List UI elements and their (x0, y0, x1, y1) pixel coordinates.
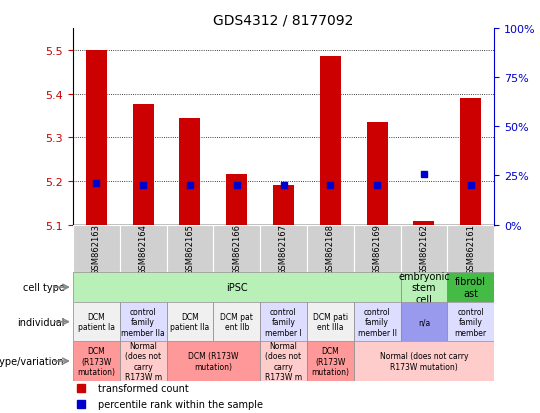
Text: embryonic
stem
cell: embryonic stem cell (398, 271, 450, 304)
Text: DCM
patient IIa: DCM patient IIa (170, 312, 210, 332)
Bar (307, 342, 354, 381)
Text: GSM862164: GSM862164 (139, 223, 147, 274)
Bar (226, 175, 247, 225)
Bar (307, 302, 354, 342)
Text: Normal
(does not
carry
R173W m: Normal (does not carry R173W m (265, 341, 302, 381)
Text: GSM862161: GSM862161 (466, 223, 475, 274)
Bar (260, 302, 307, 342)
Text: iPSC: iPSC (226, 282, 247, 292)
Text: GSM862162: GSM862162 (420, 223, 428, 274)
Bar (213, 225, 260, 273)
Bar (86, 51, 107, 225)
Bar (307, 225, 354, 273)
Bar (320, 57, 341, 225)
Bar (120, 302, 166, 342)
Text: DCM
(R173W
mutation): DCM (R173W mutation) (311, 347, 349, 376)
Bar (73, 302, 120, 342)
Text: individual: individual (17, 317, 64, 327)
Text: Normal (does not carry
R173W mutation): Normal (does not carry R173W mutation) (380, 351, 468, 371)
Text: transformed count: transformed count (98, 384, 189, 394)
Text: GSM862169: GSM862169 (373, 223, 382, 274)
Text: control
family
member I: control family member I (265, 307, 302, 337)
Text: GSM862165: GSM862165 (185, 223, 194, 274)
Bar (213, 302, 260, 342)
Bar (260, 342, 307, 381)
Bar (354, 302, 401, 342)
Bar (73, 342, 120, 381)
Bar (354, 342, 494, 381)
Text: DCM
(R173W
mutation): DCM (R173W mutation) (77, 347, 116, 376)
Bar (447, 225, 494, 273)
Bar (414, 222, 435, 225)
Text: GSM862167: GSM862167 (279, 223, 288, 274)
Bar (401, 273, 447, 302)
Bar (120, 225, 166, 273)
Text: GSM862168: GSM862168 (326, 223, 335, 274)
Bar (273, 186, 294, 225)
Bar (460, 99, 481, 225)
Bar (401, 225, 447, 273)
Bar (120, 342, 166, 381)
Bar (447, 302, 494, 342)
Bar (260, 225, 307, 273)
Title: GDS4312 / 8177092: GDS4312 / 8177092 (213, 14, 354, 28)
Bar (367, 123, 388, 225)
Text: Normal
(does not
carry
R173W m: Normal (does not carry R173W m (125, 341, 161, 381)
Bar (179, 118, 200, 225)
Bar (166, 225, 213, 273)
Text: control
family
member II: control family member II (357, 307, 396, 337)
Text: control
family
member: control family member (455, 307, 487, 337)
Text: DCM pati
ent IIIa: DCM pati ent IIIa (313, 312, 348, 332)
Text: DCM
patient Ia: DCM patient Ia (78, 312, 115, 332)
Text: cell type: cell type (23, 282, 64, 292)
Bar (166, 302, 213, 342)
Text: DCM (R173W
mutation): DCM (R173W mutation) (188, 351, 239, 371)
Bar (73, 273, 401, 302)
Text: fibrobl
ast: fibrobl ast (455, 277, 486, 298)
Text: DCM pat
ent IIb: DCM pat ent IIb (220, 312, 253, 332)
Text: GSM862166: GSM862166 (232, 223, 241, 274)
Bar (401, 302, 447, 342)
Text: control
family
member IIa: control family member IIa (121, 307, 165, 337)
Text: n/a: n/a (418, 318, 430, 326)
Bar (447, 273, 494, 302)
Text: percentile rank within the sample: percentile rank within the sample (98, 399, 263, 409)
Bar (166, 342, 260, 381)
Text: GSM862163: GSM862163 (92, 223, 101, 274)
Text: genotype/variation: genotype/variation (0, 356, 64, 366)
Bar (73, 225, 120, 273)
Bar (133, 105, 154, 225)
Bar (354, 225, 401, 273)
